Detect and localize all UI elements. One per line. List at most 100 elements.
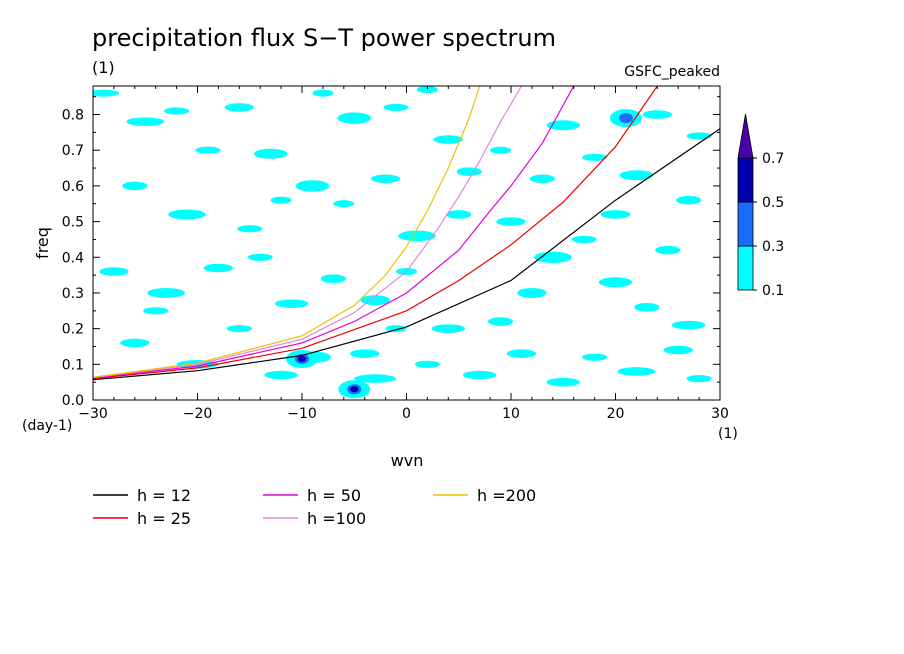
x-tick-label: −30 <box>78 406 108 422</box>
contour-blob <box>619 170 654 181</box>
colorbar-level-label: 0.3 <box>762 239 784 255</box>
y-unit-label: (day-1) <box>22 418 72 434</box>
y-tick-label: 0.4 <box>62 250 84 266</box>
contour-blob <box>264 370 298 380</box>
contour-blob <box>385 325 407 333</box>
dispersion-curve <box>93 86 658 380</box>
contour-blob <box>164 107 190 115</box>
contour-blob <box>320 274 346 283</box>
contour-blob <box>312 89 334 97</box>
contour-blob <box>462 370 497 380</box>
x-unit-label: (1) <box>718 426 738 442</box>
x-tick-label: 20 <box>607 406 625 422</box>
contour-blob <box>546 120 580 131</box>
dispersion-curve <box>93 86 575 379</box>
contour-blob <box>370 174 401 184</box>
contour-blob <box>671 320 706 330</box>
contour-blob <box>433 135 463 144</box>
contour-blob <box>203 263 234 273</box>
legend-label: h = 50 <box>307 486 361 505</box>
y-tick-label: 0.0 <box>62 393 84 409</box>
y-axis-label: freq <box>33 227 52 259</box>
contour-blob <box>663 345 693 355</box>
plot-frame <box>92 85 721 401</box>
contour-blob <box>383 103 409 111</box>
contour-blob <box>582 353 608 361</box>
y-tick-label: 0.6 <box>62 179 84 195</box>
y-axis: 0.0 0.1 0.2 0.3 0.4 0.5 0.6 0.7 0.8 <box>62 96 720 409</box>
colorbar-extend-arrow <box>737 113 754 159</box>
contour-blob <box>224 103 254 112</box>
contour-blob <box>517 287 547 298</box>
x-tick-label: 30 <box>711 406 729 422</box>
legend-label: h = 12 <box>137 486 191 505</box>
contour-blob <box>416 86 438 94</box>
y-tick-label: 0.1 <box>62 357 84 373</box>
contour-blob <box>642 110 672 119</box>
contour-blob <box>600 210 631 219</box>
dataset-label: GSFC_peaked <box>624 64 720 80</box>
contour-blob <box>195 146 221 154</box>
contour-blob <box>295 180 330 192</box>
contour-blob <box>506 349 537 358</box>
contour-blob <box>617 367 656 376</box>
contour-blob <box>274 299 309 308</box>
dispersion-curve <box>93 128 720 381</box>
contour-blob <box>168 209 206 220</box>
contour-blob <box>488 317 514 326</box>
dispersion-curves <box>93 86 720 381</box>
contour-blob <box>571 235 597 244</box>
colorbar: 0.1 0.3 0.5 0.7 <box>737 113 784 299</box>
peak-mid <box>618 113 633 124</box>
contour-fill-layer <box>93 86 712 399</box>
contour-blob <box>147 287 185 298</box>
contour-blob <box>496 217 526 226</box>
x-tick-label: 10 <box>502 406 520 422</box>
chart-title: precipitation flux S−T power spectrum <box>92 24 556 52</box>
x-axis: −30 −20 −10 0 10 20 30 <box>78 86 729 422</box>
contour-blob <box>122 181 148 191</box>
contour-blob <box>414 360 440 368</box>
y-tick-label: 0.3 <box>62 286 84 302</box>
chart-subtitle: (1) <box>92 58 115 77</box>
peak-core <box>350 386 359 393</box>
colorbar-segment <box>737 201 754 247</box>
contour-blob <box>350 349 380 358</box>
contour-blob <box>533 251 572 263</box>
y-tick-label: 0.8 <box>62 108 84 124</box>
contour-blob <box>270 196 292 204</box>
colorbar-level-label: 0.7 <box>762 151 784 167</box>
contour-blob <box>446 210 472 219</box>
peak-core <box>298 355 306 362</box>
colorbar-segment <box>737 245 754 291</box>
contour-blob <box>546 377 580 387</box>
contour-blob <box>686 375 712 383</box>
contour-blob <box>529 174 555 184</box>
contour-blob <box>126 117 165 126</box>
contour-blob <box>93 89 120 97</box>
contour-blob <box>253 148 288 159</box>
dispersion-curve <box>93 86 523 379</box>
contour-blob <box>598 277 633 288</box>
y-tick-label: 0.7 <box>62 143 84 159</box>
legend-label: h = 25 <box>137 509 191 528</box>
legend: h = 12 h = 25 h = 50 h =100 h =200 <box>93 486 536 528</box>
contour-blob <box>99 267 129 276</box>
colorbar-level-label: 0.1 <box>762 283 784 299</box>
x-tick-label: 0 <box>402 406 411 422</box>
contour-blob <box>582 153 608 161</box>
contour-blob <box>143 307 169 315</box>
contour-blob <box>237 225 263 233</box>
legend-label: h =200 <box>477 486 536 505</box>
contour-blob <box>398 230 436 242</box>
contour-blob <box>686 132 712 140</box>
contour-blob <box>354 374 397 383</box>
x-tick-label: −20 <box>183 406 213 422</box>
legend-label: h =100 <box>307 509 366 528</box>
colorbar-segment <box>737 157 754 203</box>
contour-blob <box>247 253 273 261</box>
colorbar-level-label: 0.5 <box>762 195 784 211</box>
x-axis-label: wvn <box>391 451 424 470</box>
contour-blob <box>337 112 371 124</box>
